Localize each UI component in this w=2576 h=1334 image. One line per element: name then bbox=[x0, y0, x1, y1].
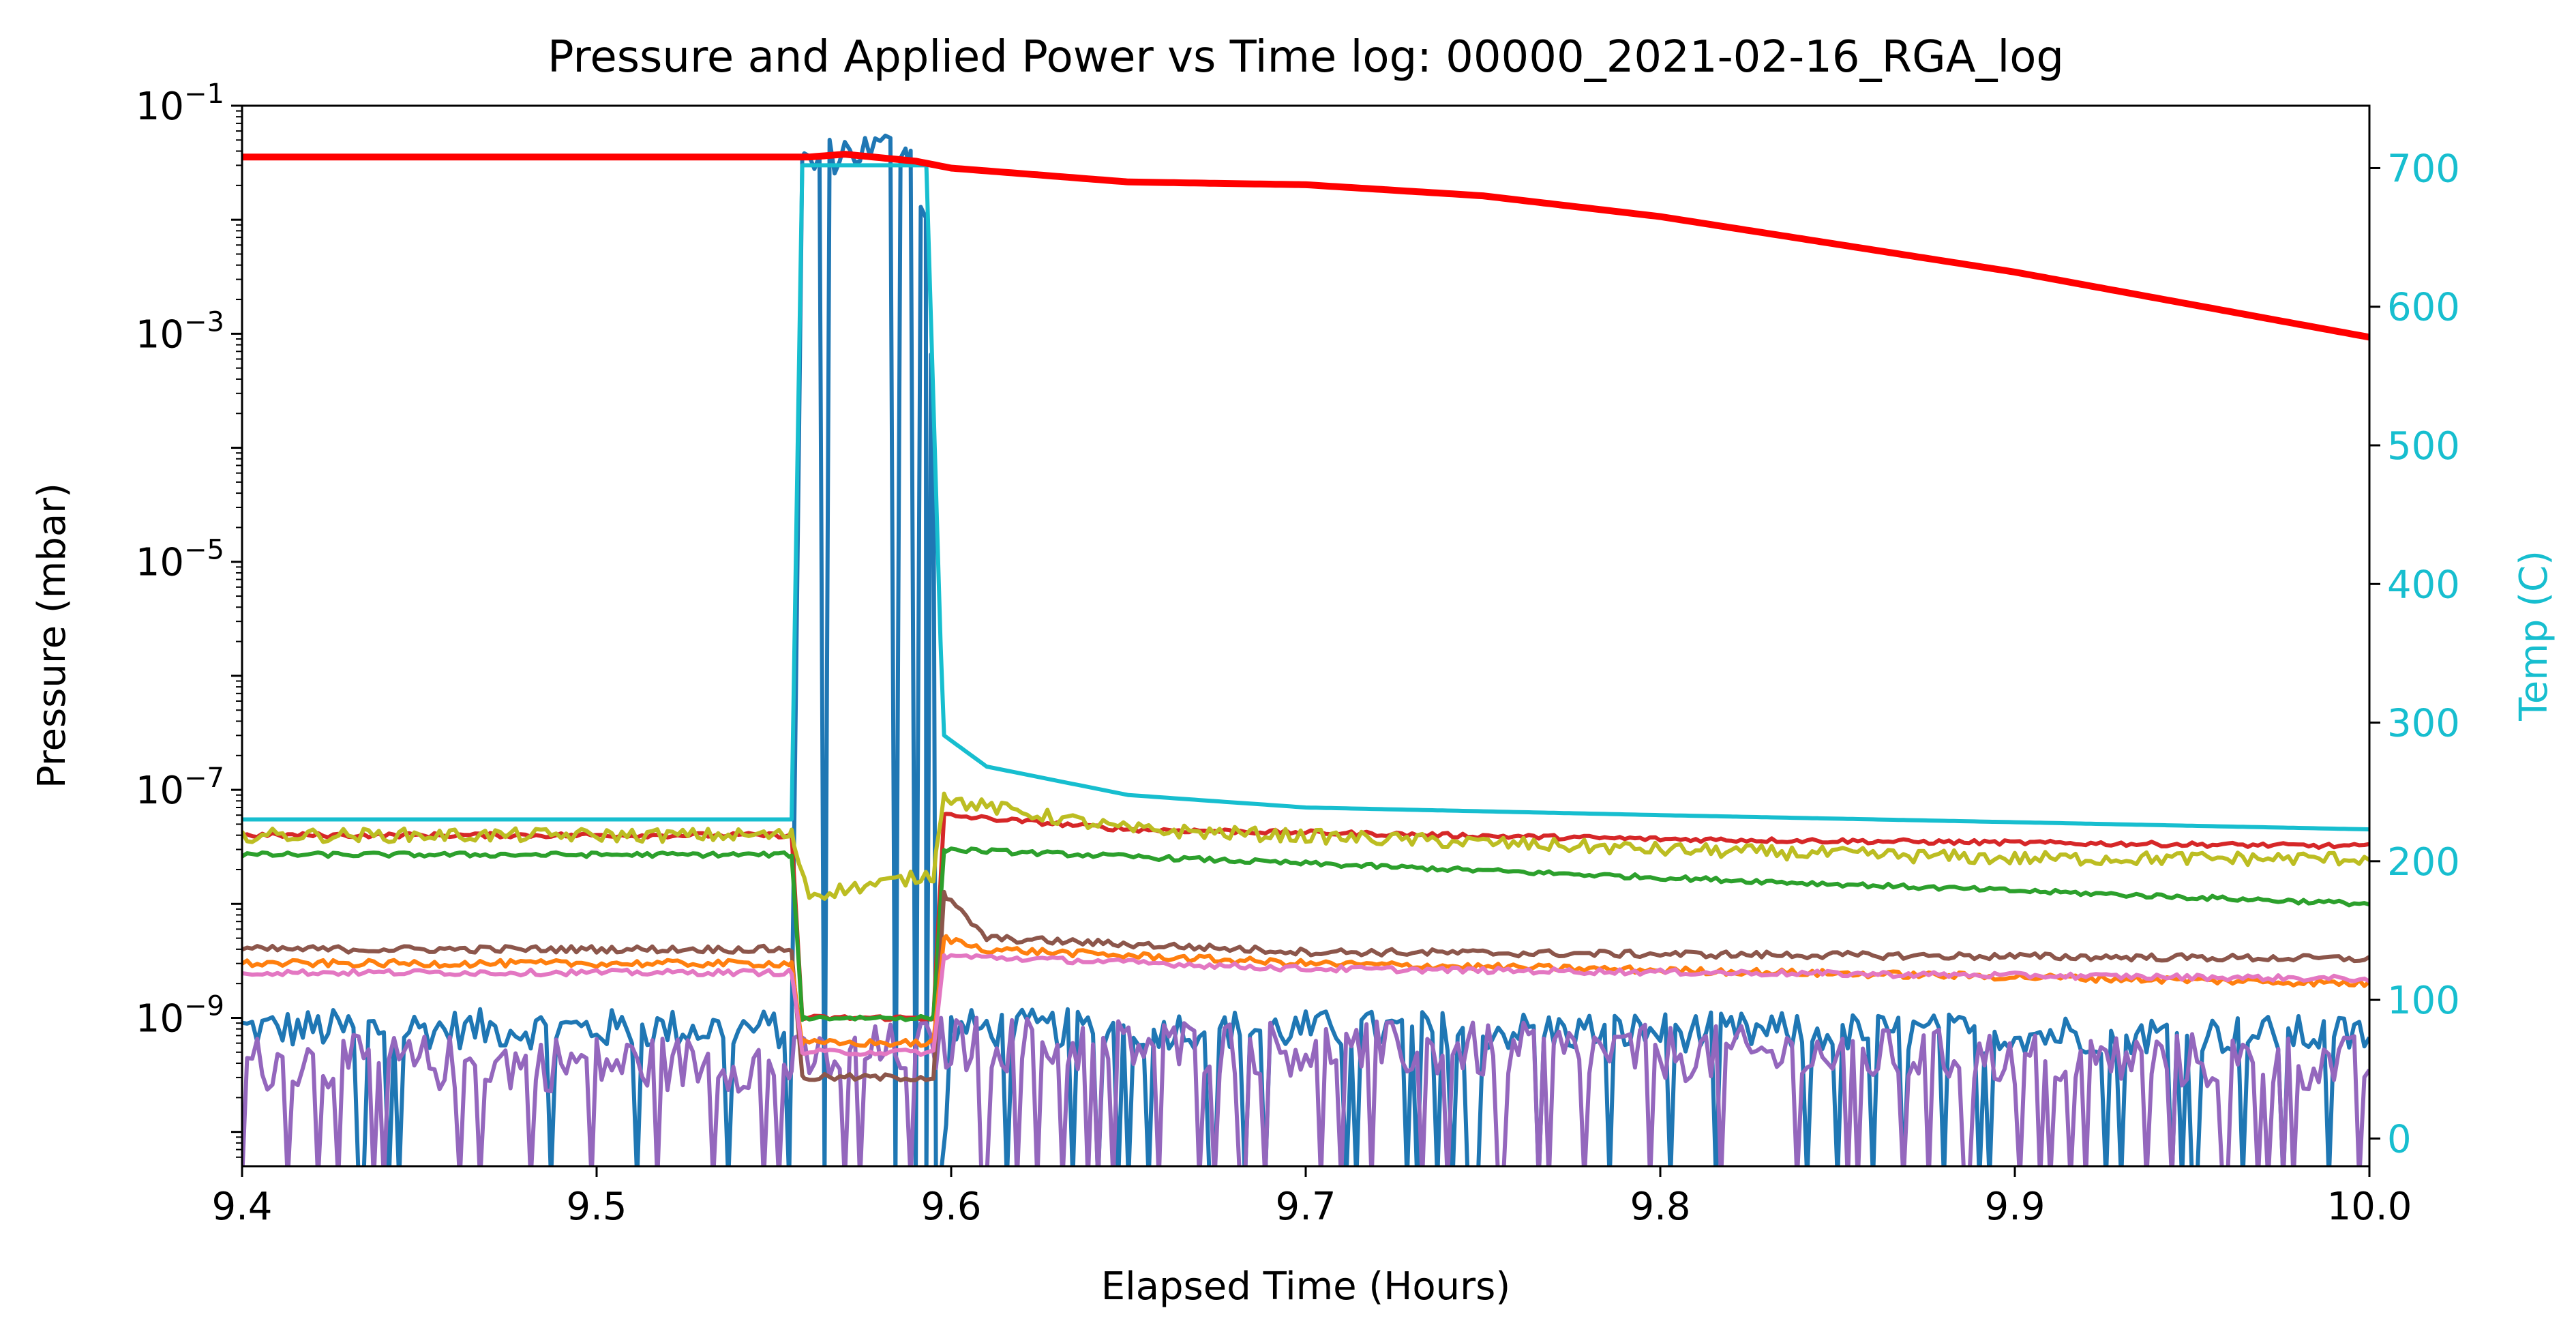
series-line-4 bbox=[242, 791, 2369, 901]
y-left-tick-label: 10−5 bbox=[136, 535, 224, 585]
x-tick-label: 9.5 bbox=[566, 1185, 627, 1229]
x-tick-label: 9.9 bbox=[1984, 1185, 2045, 1229]
y-right-tick-label: 200 bbox=[2387, 840, 2460, 885]
series-line-10 bbox=[242, 151, 2369, 341]
y-right-tick-label: 700 bbox=[2387, 147, 2460, 191]
y-left-tick-label: 10−1 bbox=[136, 78, 224, 129]
y-right-tick-label: 400 bbox=[2387, 563, 2460, 607]
series-line-2 bbox=[242, 1016, 2369, 1166]
y-left-tick-label: 10−3 bbox=[136, 306, 224, 357]
y-axis-right: 0 100 200 300 400 500 600 700 bbox=[2369, 147, 2460, 1161]
y-axis-left-label: Pressure (mbar) bbox=[30, 483, 74, 788]
y-left-tick-label: 10−9 bbox=[136, 990, 224, 1041]
x-axis: 9.4 9.5 9.6 9.7 9.8 9.9 10.0 bbox=[211, 1166, 2412, 1229]
y-right-tick-label: 500 bbox=[2387, 424, 2460, 469]
x-tick-label: 9.8 bbox=[1630, 1185, 1690, 1229]
series-line-5 bbox=[242, 846, 2369, 1022]
series-line-8 bbox=[242, 953, 2369, 1057]
y-right-tick-label: 0 bbox=[2387, 1117, 2412, 1161]
series-line-3 bbox=[242, 812, 2369, 1022]
x-tick-label: 10.0 bbox=[2327, 1185, 2412, 1229]
series-layer bbox=[242, 133, 2369, 1166]
y-left-tick-label: 10−7 bbox=[136, 762, 224, 813]
y-right-tick-label: 100 bbox=[2387, 979, 2460, 1023]
y-axis-right-label: Temp (C) bbox=[2512, 550, 2556, 722]
y-right-tick-label: 600 bbox=[2387, 286, 2460, 330]
x-tick-label: 9.4 bbox=[211, 1185, 272, 1229]
chart-title: Pressure and Applied Power vs Time log: … bbox=[548, 32, 2064, 83]
x-axis-label: Elapsed Time (Hours) bbox=[1101, 1264, 1510, 1309]
y-right-tick-label: 300 bbox=[2387, 702, 2460, 746]
series-line-6 bbox=[242, 889, 2369, 1082]
x-tick-label: 9.6 bbox=[920, 1185, 981, 1229]
y-axis-left: 10−1 10−3 10−5 10−7 10−9 bbox=[136, 78, 242, 1158]
x-tick-label: 9.7 bbox=[1275, 1185, 1336, 1229]
series-line-9 bbox=[242, 163, 2369, 832]
